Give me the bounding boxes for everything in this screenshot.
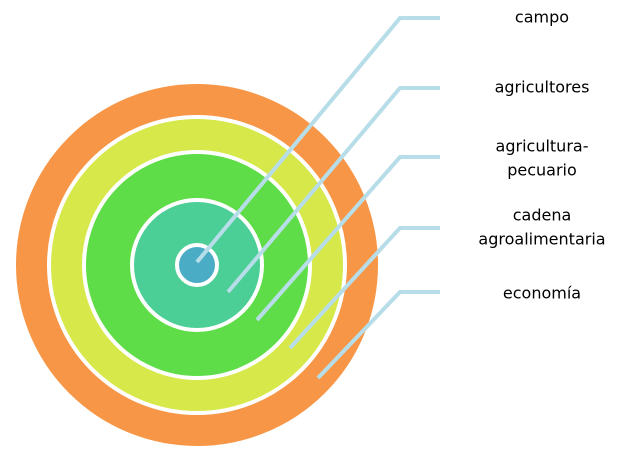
label: pecuario	[507, 161, 577, 180]
ring-campo	[175, 243, 219, 287]
leader-line	[288, 226, 440, 350]
label: agricultura-	[496, 137, 589, 156]
label: agricultores	[495, 78, 590, 97]
leader-line	[195, 16, 440, 264]
leader-line	[316, 290, 440, 380]
label: agroalimentaria	[478, 230, 605, 249]
label: campo	[515, 8, 569, 27]
leader-line	[255, 155, 440, 322]
label: economía	[503, 284, 581, 303]
leader-line	[226, 86, 440, 294]
label: cadena	[513, 206, 572, 225]
